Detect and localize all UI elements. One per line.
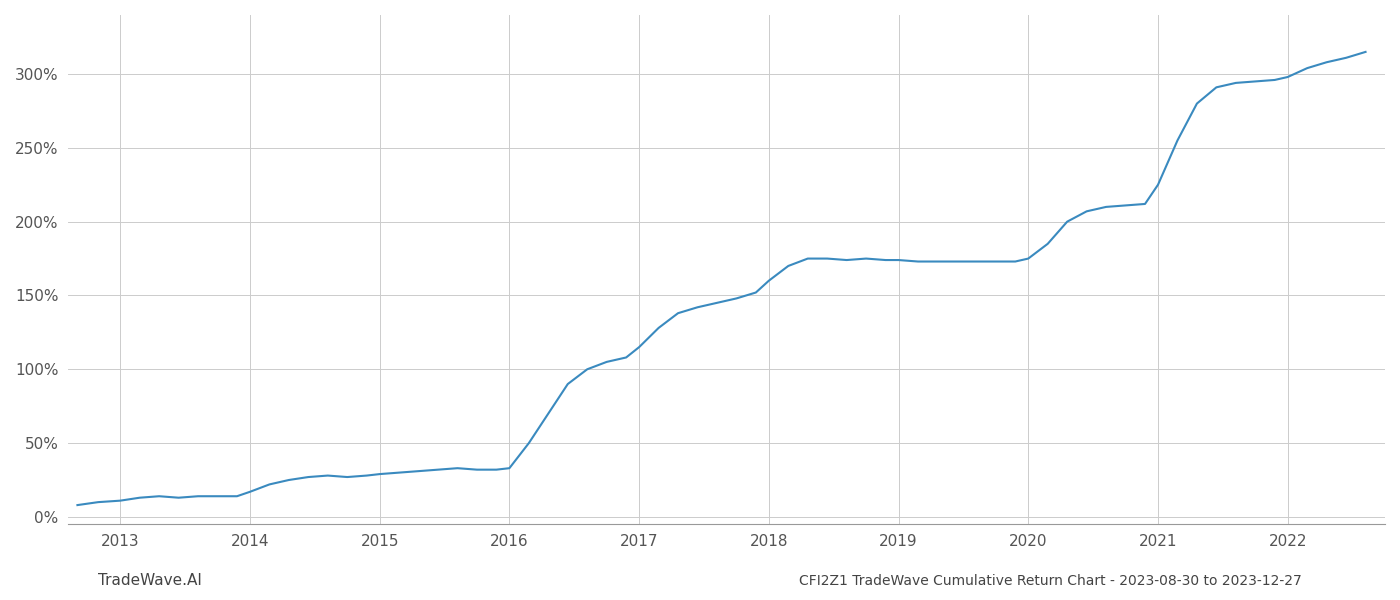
Text: CFI2Z1 TradeWave Cumulative Return Chart - 2023-08-30 to 2023-12-27: CFI2Z1 TradeWave Cumulative Return Chart…	[799, 574, 1302, 588]
Text: TradeWave.AI: TradeWave.AI	[98, 573, 202, 588]
